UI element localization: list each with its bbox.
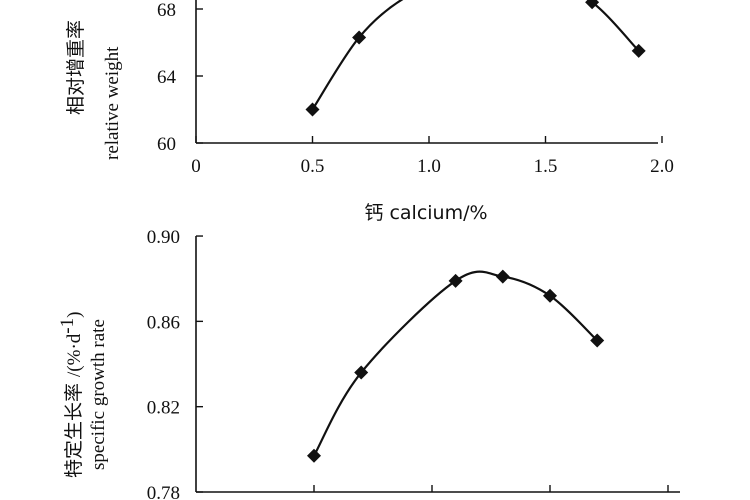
top-y-title-en: relative weight [102, 46, 123, 160]
bottom-point-3 [495, 269, 510, 284]
top-y-tick-label-2: 68 [157, 0, 176, 21]
bottom-y-tick-label-2: 0.86 [147, 312, 180, 333]
bottom-series-points [307, 269, 605, 463]
bottom-point-0 [307, 448, 321, 463]
bottom-point-4 [543, 288, 557, 303]
top-series-line [311, 0, 640, 111]
bottom-y-title-en: specific growth rate [88, 319, 109, 470]
top-y-tick-label-1: 64 [157, 67, 177, 88]
x-tick-label-4: 2.0 [650, 156, 674, 177]
bottom-y-title-unit-close: ) [64, 312, 85, 318]
bottom-y-tick-label-1: 0.82 [147, 398, 180, 419]
x-tick-label-0: 0 [191, 156, 201, 177]
top-series-points [305, 0, 646, 117]
x-tick-label-1: 0.5 [301, 156, 325, 177]
bottom-y-tick-label-3: 0.90 [147, 227, 180, 248]
weight-gain-chart: 0 0.5 1.0 1.5 2.0 60 64 68 相对增重率 relative weigh… [65, 0, 674, 224]
bottom-point-5 [590, 333, 605, 348]
top-point-6 [585, 0, 600, 10]
bottom-point-2 [448, 273, 463, 288]
top-y-tick-label-0: 60 [157, 134, 176, 155]
bottom-ticks: 0.78 0.82 0.86 0.90 [147, 227, 669, 500]
top-point-7 [631, 43, 646, 58]
bottom-point-1 [354, 365, 369, 380]
bottom-y-title-cn-text: 特定生长率 [63, 383, 85, 478]
top-ticks: 0 0.5 1.0 1.5 2.0 60 64 68 [157, 0, 674, 177]
bottom-y-title-cn: 特定生长率 /(%·d-1) [57, 312, 85, 478]
bottom-series-line [313, 270, 598, 457]
bottom-y-tick-label-0: 0.78 [147, 483, 180, 500]
bottom-y-title-unit: /(%·d [64, 333, 85, 377]
bottom-y-title-unit-sup: -1 [57, 318, 78, 334]
x-tick-label-3: 1.5 [534, 156, 558, 177]
growth-rate-chart: 0.78 0.82 0.86 0.90 特定生长率 /(%·d-1) specific … [57, 227, 680, 500]
top-y-title-cn: 相对增重率 [65, 20, 87, 115]
top-point-1 [352, 30, 367, 45]
x-axis-title: 钙 calcium/% [364, 202, 487, 224]
top-point-0 [305, 102, 320, 117]
x-tick-label-2: 1.0 [417, 156, 441, 177]
